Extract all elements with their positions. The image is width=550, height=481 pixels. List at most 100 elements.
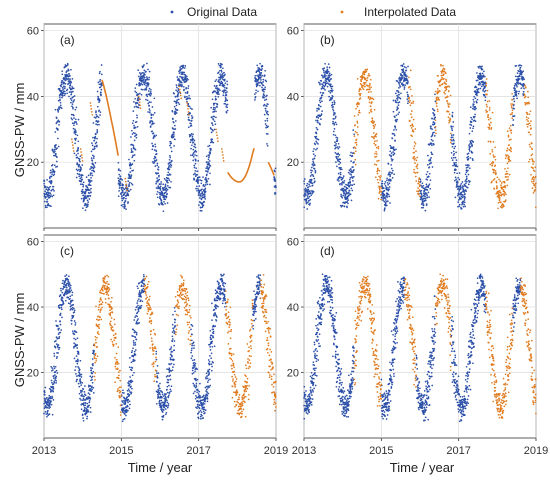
original-point [340, 193, 342, 196]
interpolated-point [365, 70, 368, 73]
original-point [185, 75, 188, 78]
original-point [432, 140, 434, 142]
original-point [64, 286, 66, 288]
original-point [177, 98, 180, 101]
original-point [326, 85, 329, 88]
interpolated-point [490, 162, 493, 165]
original-point [80, 408, 83, 411]
original-point [174, 325, 177, 327]
original-point [483, 90, 486, 93]
original-point [352, 180, 354, 182]
original-point [223, 74, 226, 77]
original-point [147, 68, 149, 71]
original-point [207, 177, 210, 180]
original-point [75, 106, 78, 109]
original-point [169, 388, 172, 391]
original-point [95, 110, 97, 112]
original-point [123, 188, 126, 191]
original-point [224, 89, 227, 92]
original-point [419, 198, 422, 201]
original-point [98, 98, 101, 100]
original-point [129, 177, 132, 179]
original-point [62, 287, 65, 290]
original-point [208, 386, 211, 388]
interpolated-point [126, 189, 128, 192]
interpolated-curve [267, 161, 275, 176]
original-point [178, 72, 181, 74]
original-point [166, 192, 168, 195]
original-point [130, 175, 132, 178]
original-point [215, 98, 217, 101]
original-point [328, 99, 331, 102]
original-point [160, 407, 163, 410]
original-point [205, 155, 208, 158]
original-point [482, 74, 485, 77]
original-point [319, 101, 322, 104]
original-point [469, 145, 472, 148]
original-point [333, 128, 336, 130]
original-point [172, 366, 174, 368]
original-point [203, 185, 206, 188]
interpolated-point [418, 184, 421, 186]
original-point [389, 144, 392, 147]
interpolated-point [529, 110, 532, 113]
series-original [43, 62, 277, 213]
original-point [77, 140, 80, 143]
original-point [433, 131, 435, 134]
original-point [52, 194, 55, 197]
original-point [163, 178, 166, 180]
interpolated-point [486, 110, 489, 113]
interpolated-point [368, 84, 371, 86]
interpolated-point [511, 92, 513, 95]
original-point [146, 95, 149, 98]
original-point [121, 179, 124, 181]
original-point [350, 170, 353, 172]
interpolated-point [89, 102, 92, 104]
original-point [471, 130, 474, 133]
original-point [94, 137, 96, 140]
original-point [74, 130, 77, 132]
original-point [465, 190, 467, 193]
interpolated-point [371, 117, 374, 120]
original-point [477, 91, 480, 94]
interpolated-point [367, 74, 370, 77]
original-point [337, 142, 340, 145]
original-point [55, 336, 58, 338]
original-point [60, 306, 63, 309]
original-point [471, 118, 473, 121]
interpolated-point [488, 128, 491, 130]
original-point [221, 90, 224, 92]
original-point [132, 342, 135, 344]
original-point [165, 179, 167, 181]
original-point [349, 193, 352, 196]
original-point [403, 76, 405, 79]
original-point [81, 390, 83, 392]
interpolated-point [434, 90, 437, 93]
original-point [346, 197, 349, 200]
original-point [425, 203, 428, 205]
original-point [166, 406, 169, 409]
original-point [73, 342, 76, 345]
original-point [337, 160, 339, 162]
interpolated-point [534, 175, 537, 178]
original-point [61, 282, 64, 285]
interpolated-point [356, 126, 359, 128]
interpolated-point [508, 157, 510, 159]
original-point [96, 130, 99, 133]
original-point [386, 196, 389, 198]
original-point [88, 396, 91, 399]
interpolated-point [534, 166, 537, 169]
original-point [332, 109, 335, 112]
interpolated-point [125, 186, 128, 189]
interpolated-point [440, 78, 443, 81]
interpolated-point [488, 124, 491, 127]
original-point [153, 149, 156, 151]
original-point [422, 192, 425, 194]
original-point [194, 172, 196, 175]
original-point [512, 119, 515, 121]
original-point [146, 93, 148, 96]
original-point [82, 419, 85, 422]
original-point [74, 369, 76, 371]
original-point [211, 345, 214, 348]
original-point [199, 209, 202, 212]
